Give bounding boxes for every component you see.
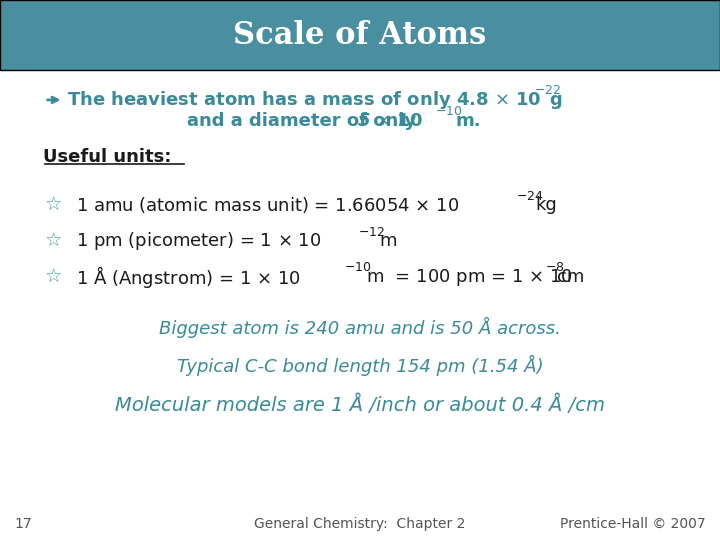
Text: $\times$ 10: $\times$ 10 xyxy=(369,112,423,131)
Text: General Chemistry:  Chapter 2: General Chemistry: Chapter 2 xyxy=(254,517,466,531)
Text: g: g xyxy=(549,91,562,109)
Text: $-22$: $-22$ xyxy=(534,84,562,97)
Text: ☆: ☆ xyxy=(45,195,62,215)
Text: 5: 5 xyxy=(358,112,370,131)
Text: 1 Å (Angstrom) = 1 $\times$ 10: 1 Å (Angstrom) = 1 $\times$ 10 xyxy=(76,264,300,290)
FancyBboxPatch shape xyxy=(0,0,720,70)
Text: m  = 100 pm = 1 $\times$ 10: m = 100 pm = 1 $\times$ 10 xyxy=(366,267,572,287)
Text: Typical C-C bond length 154 pm (1.54 Å): Typical C-C bond length 154 pm (1.54 Å) xyxy=(176,355,544,376)
Text: and a diameter of only: and a diameter of only xyxy=(187,112,423,131)
Text: $-8$: $-8$ xyxy=(545,261,564,274)
Text: Prentice-Hall © 2007: Prentice-Hall © 2007 xyxy=(560,517,706,531)
Text: cm: cm xyxy=(557,268,585,286)
Text: 1 pm (picometer) = 1 $\times$ 10: 1 pm (picometer) = 1 $\times$ 10 xyxy=(76,231,321,252)
Text: m: m xyxy=(379,232,397,251)
Text: The heaviest atom has a mass of only 4.8 $\times$ 10: The heaviest atom has a mass of only 4.8… xyxy=(67,89,541,111)
Text: Biggest atom is 240 amu and is 50 Å across.: Biggest atom is 240 amu and is 50 Å acro… xyxy=(159,317,561,339)
Text: $-10$: $-10$ xyxy=(344,261,372,274)
Text: Useful units:: Useful units: xyxy=(43,147,171,166)
Text: ☆: ☆ xyxy=(45,267,62,287)
Text: 1 amu (atomic mass unit) = 1.66054 $\times$ 10: 1 amu (atomic mass unit) = 1.66054 $\tim… xyxy=(76,195,459,215)
Text: 17: 17 xyxy=(14,517,32,531)
Text: m.: m. xyxy=(455,112,481,131)
Text: ☆: ☆ xyxy=(45,232,62,251)
Text: Scale of Atoms: Scale of Atoms xyxy=(233,19,487,51)
Text: Molecular models are 1 Å /inch or about 0.4 Å /cm: Molecular models are 1 Å /inch or about … xyxy=(115,395,605,415)
Text: $-12$: $-12$ xyxy=(358,226,385,239)
Text: kg: kg xyxy=(536,196,557,214)
Text: $-10$: $-10$ xyxy=(435,105,462,118)
Text: $-24$: $-24$ xyxy=(516,190,543,202)
